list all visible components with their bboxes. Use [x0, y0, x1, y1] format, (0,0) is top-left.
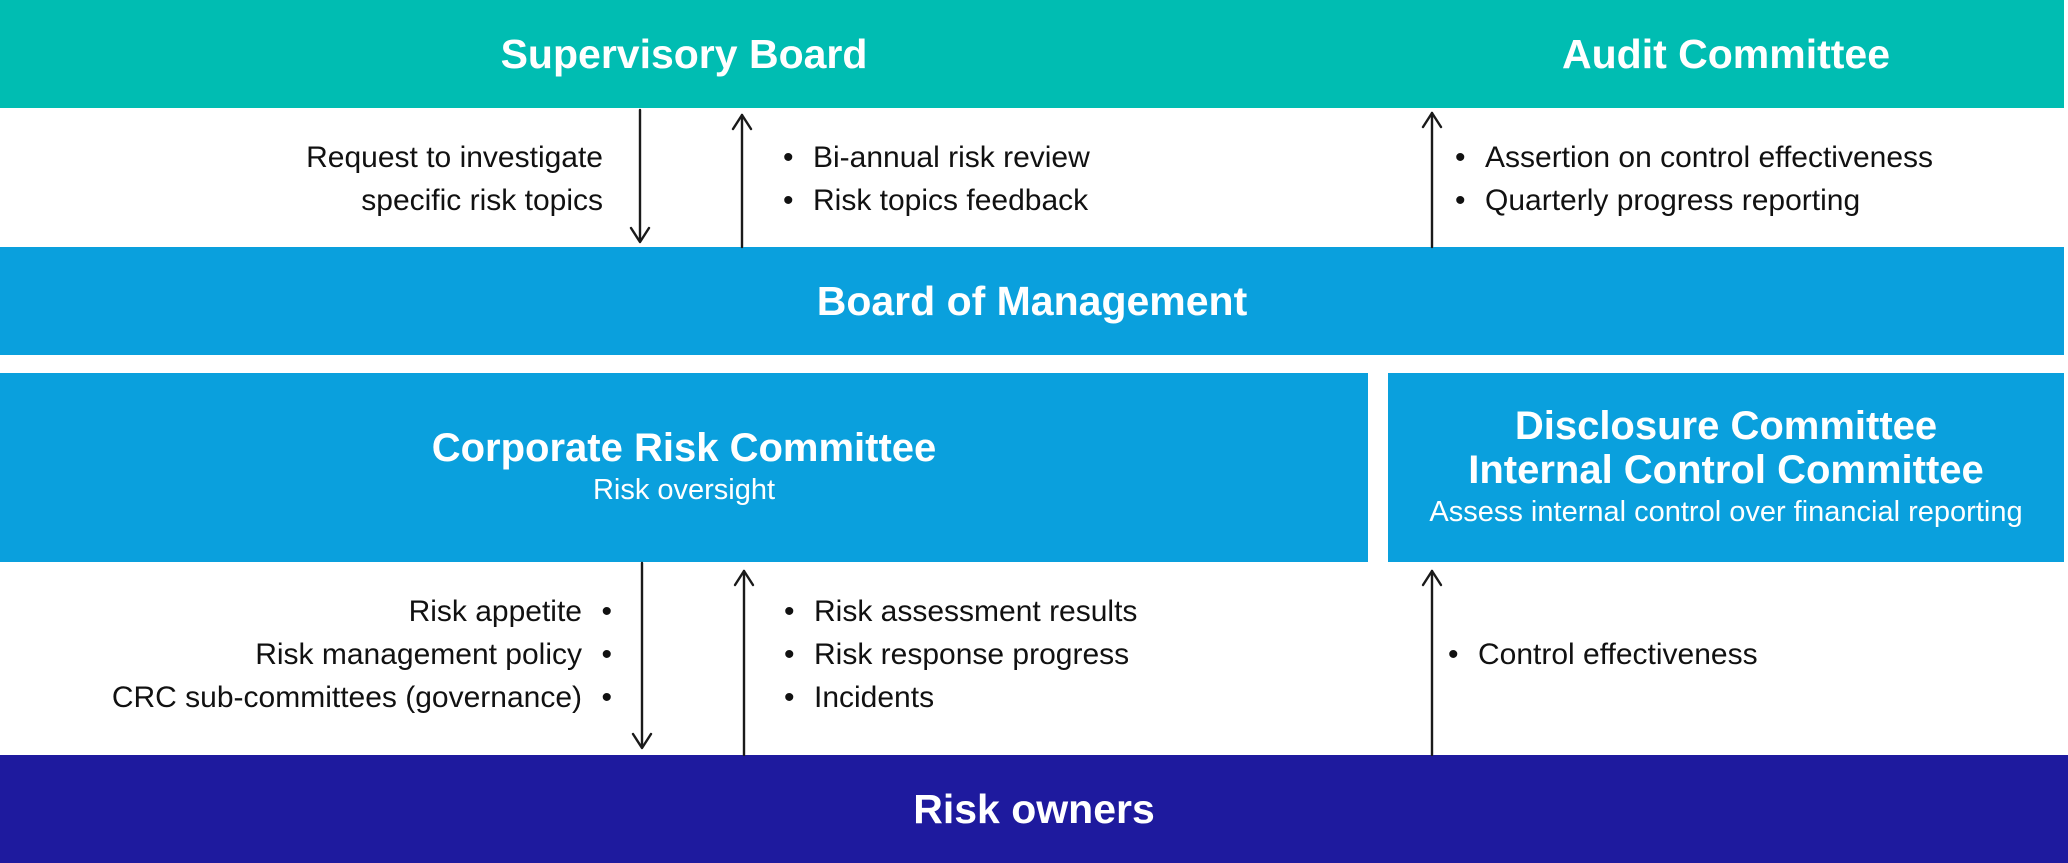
list-item: • Control effectiveness — [1448, 633, 1758, 676]
bullet-icon: • — [783, 141, 794, 174]
arrow-down-crc-to-risk-owners-icon — [631, 561, 653, 750]
list-item: • Assertion on control effectiveness — [1455, 136, 1933, 179]
risk-owners-title: Risk owners — [913, 785, 1155, 832]
list-item: • Quarterly progress reporting — [1455, 179, 1933, 222]
request-note-line1: Request to investigate — [306, 141, 603, 174]
bullet-icon: • — [601, 595, 612, 628]
bullet-icon: • — [784, 681, 795, 714]
list-item: • Bi-annual risk review — [783, 136, 1090, 179]
request-note: Request to investigate specific risk top… — [0, 136, 603, 222]
bullet-icon: • — [783, 184, 794, 217]
crc-title: Corporate Risk Committee — [431, 425, 937, 470]
disclosure-upward-report-list: • Control effectiveness — [1448, 633, 1758, 676]
crc-upward-report-list: • Risk assessment results • Risk respons… — [784, 590, 1137, 719]
disclosure-subtitle: Assess internal control over financial r… — [1429, 495, 2023, 528]
board-of-management-title: Board of Management — [816, 277, 1248, 324]
bullet-icon: • — [1455, 141, 1466, 174]
bullet-icon: • — [1455, 184, 1466, 217]
list-item: Risk appetite • — [0, 590, 612, 633]
list-item: • Risk topics feedback — [783, 179, 1090, 222]
audit-committee-title-area: Audit Committee — [1388, 0, 2064, 108]
supervisory-board-title-area: Supervisory Board — [0, 0, 1368, 108]
supervisory-board-title: Supervisory Board — [500, 30, 868, 77]
bullet-icon: • — [784, 638, 795, 671]
bullet-icon: • — [784, 595, 795, 628]
risk-owners-bar: Risk owners — [0, 755, 2068, 863]
list-item: CRC sub-committees (governance) • — [0, 676, 612, 719]
audit-upward-report-list: • Assertion on control effectiveness • Q… — [1455, 136, 1933, 222]
bullet-icon: • — [601, 638, 612, 671]
supervisory-audit-bar — [0, 0, 2064, 108]
corporate-risk-committee-box: Corporate Risk Committee Risk oversight — [0, 373, 1368, 562]
board-of-management-bar: Board of Management — [0, 247, 2064, 355]
crc-subtitle: Risk oversight — [592, 473, 776, 506]
arrow-up-bom-to-supervisory-icon — [731, 113, 753, 249]
arrow-up-risk-owners-to-crc-icon — [733, 569, 755, 757]
request-note-line2: specific risk topics — [361, 184, 603, 217]
disclosure-committee-box: Disclosure Committee Internal Control Co… — [1388, 373, 2064, 562]
bom-upward-report-list: • Bi-annual risk review • Risk topics fe… — [783, 136, 1090, 222]
list-item: • Risk response progress — [784, 633, 1137, 676]
list-item: • Incidents — [784, 676, 1137, 719]
audit-committee-title: Audit Committee — [1562, 30, 1890, 77]
arrow-down-supervisory-to-bom-icon — [629, 108, 651, 244]
disclosure-title-line1: Disclosure Committee — [1514, 403, 1938, 448]
bullet-icon: • — [1448, 638, 1459, 671]
list-item: • Risk assessment results — [784, 590, 1137, 633]
disclosure-title-line2: Internal Control Committee — [1468, 447, 1984, 492]
crc-downward-directive-list: Risk appetite • Risk management policy •… — [0, 590, 612, 719]
list-item: Risk management policy • — [0, 633, 612, 676]
bullet-icon: • — [601, 681, 612, 714]
arrow-up-risk-owners-to-disclosure-icon — [1421, 569, 1443, 757]
arrow-up-bom-to-audit-icon — [1421, 111, 1443, 249]
